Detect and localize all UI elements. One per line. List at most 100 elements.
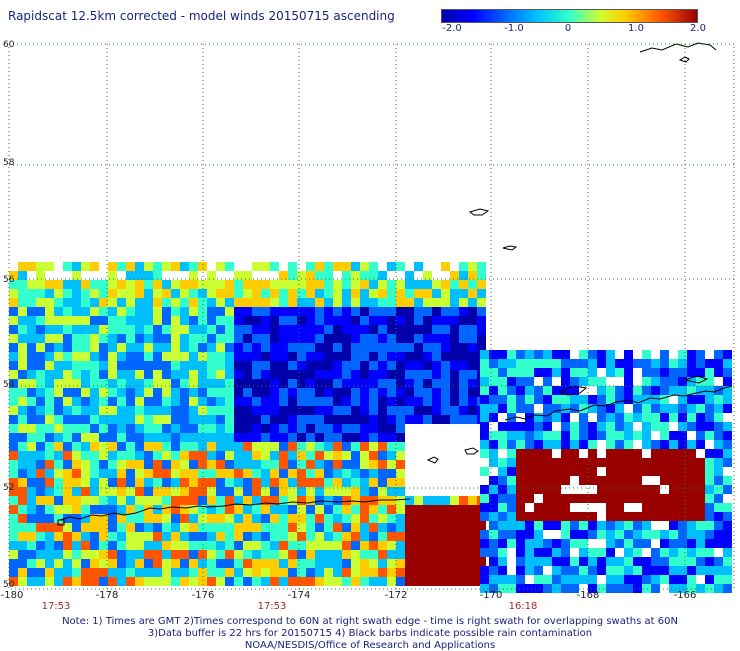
swath-cell: [468, 343, 477, 352]
swath-cell: [615, 557, 624, 566]
swath-cell: [597, 584, 606, 593]
swath-cell: [189, 460, 198, 469]
swath-cell: [387, 577, 396, 586]
swath-cell: [126, 505, 135, 514]
swath-cell: [543, 467, 552, 476]
swath-cell: [687, 458, 696, 467]
swath-cell: [180, 433, 189, 442]
swath-cell: [135, 559, 144, 568]
swath-cell: [480, 575, 489, 584]
swath-cell: [9, 316, 18, 325]
swath-cell: [90, 316, 99, 325]
swath-cell: [27, 316, 36, 325]
swath-cell: [198, 577, 207, 586]
swath-cell: [696, 503, 705, 512]
swath-cell: [516, 458, 525, 467]
swath-cell: [27, 388, 36, 397]
swath-cell: [297, 505, 306, 514]
swath-cell: [387, 334, 396, 343]
swath-cell: [288, 406, 297, 415]
swath-cell: [423, 496, 432, 505]
swath-cell: [324, 469, 333, 478]
swath-cell: [90, 523, 99, 532]
swath-cell: [9, 289, 18, 298]
swath-cell: [543, 413, 552, 422]
swath-cell: [324, 316, 333, 325]
swath-cell: [225, 577, 234, 586]
swath-cell: [489, 494, 498, 503]
swath-cell: [624, 395, 633, 404]
swath-cell: [489, 458, 498, 467]
swath-cell: [63, 280, 72, 289]
swath-cell: [678, 566, 687, 575]
swath-cell: [180, 289, 189, 298]
swath-cell: [261, 550, 270, 559]
swath-cell: [72, 469, 81, 478]
swath-cell: [360, 397, 369, 406]
swath-cell: [369, 352, 378, 361]
swath-cell: [279, 325, 288, 334]
swath-cell: [669, 512, 678, 521]
swath-cell: [450, 316, 459, 325]
swath-cell: [633, 494, 642, 503]
swath-cell: [714, 404, 723, 413]
swath-cell: [705, 575, 714, 584]
swath-cell: [660, 377, 669, 386]
swath-cell: [468, 523, 477, 532]
swath-cell: [351, 289, 360, 298]
swath-cell: [297, 469, 306, 478]
swath-cell: [360, 577, 369, 586]
swath-cell: [144, 271, 153, 280]
swath-cell: [117, 406, 126, 415]
swath-cell: [561, 458, 570, 467]
swath-cell: [261, 307, 270, 316]
swath-cell: [624, 530, 633, 539]
swath-cell: [570, 377, 579, 386]
swath-cell: [714, 530, 723, 539]
swath-cell: [180, 496, 189, 505]
swath-cell: [243, 307, 252, 316]
swath-cell: [270, 505, 279, 514]
swath-cell: [189, 262, 198, 271]
swath-cell: [117, 388, 126, 397]
swath-cell: [162, 496, 171, 505]
swath-cell: [669, 503, 678, 512]
swath-cell: [234, 496, 243, 505]
swath-cell: [270, 559, 279, 568]
swath-cell: [687, 575, 696, 584]
swath-cell: [18, 550, 27, 559]
swath-cell: [216, 307, 225, 316]
swath-cell: [261, 397, 270, 406]
swath-cell: [516, 368, 525, 377]
swath-cell: [333, 361, 342, 370]
swath-cell: [579, 413, 588, 422]
swath-cell: [225, 505, 234, 514]
swath-cell: [624, 485, 633, 494]
swath-cell: [18, 451, 27, 460]
swath-cell: [606, 467, 615, 476]
swath-cell: [723, 431, 732, 440]
swath-cell: [687, 521, 696, 530]
swath-cell: [651, 395, 660, 404]
swath-cell: [153, 352, 162, 361]
swath-cell: [642, 494, 651, 503]
swath-cell: [99, 415, 108, 424]
swath-cell: [351, 523, 360, 532]
swath-cell: [516, 584, 525, 593]
swath-cell: [162, 289, 171, 298]
swath-cell: [432, 559, 441, 568]
swath-cell: [432, 379, 441, 388]
swath-cell: [468, 334, 477, 343]
swath-cell: [660, 395, 669, 404]
swath-cell: [468, 514, 477, 523]
swath-cell: [288, 550, 297, 559]
swath-cell: [126, 280, 135, 289]
swath-cell: [270, 442, 279, 451]
swath-cell: [678, 422, 687, 431]
swath-cell: [36, 307, 45, 316]
swath-cell: [279, 550, 288, 559]
swath-cell: [714, 359, 723, 368]
swath-cell: [27, 568, 36, 577]
swath-cell: [678, 530, 687, 539]
swath-cell: [450, 505, 459, 514]
